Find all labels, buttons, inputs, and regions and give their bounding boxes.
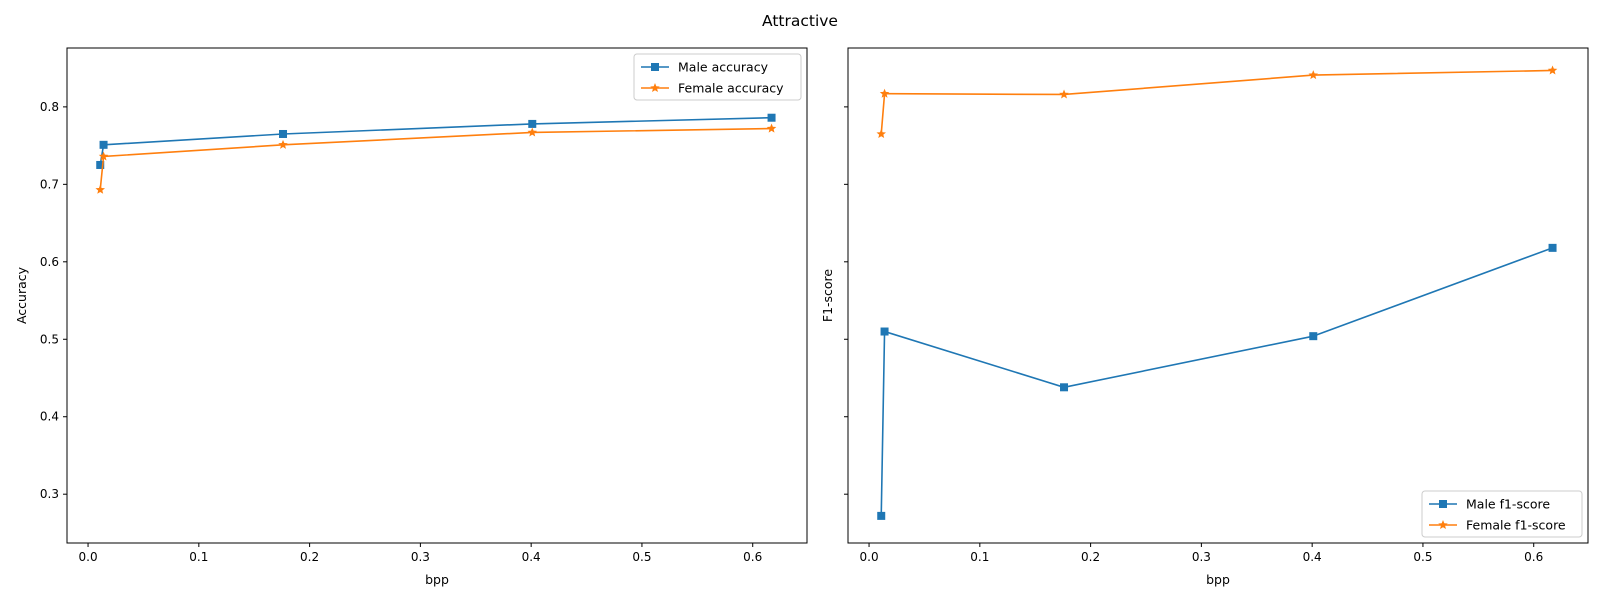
x-tick-label: 0.3: [1192, 550, 1211, 564]
data-point: [528, 119, 537, 128]
chart-panel-2: 0.0 0.1 0.2 0.3 0.4 0.5 0.6 bpp F1-score Male f1-…: [820, 47, 1589, 587]
x-tick-label: 0.0: [79, 550, 98, 564]
data-point: [767, 113, 776, 122]
series-line-2: [880, 69, 1553, 135]
y-tick-label: 0.6: [40, 255, 59, 269]
data-point: [1548, 243, 1557, 252]
x-tick-label: 0.1: [970, 550, 989, 564]
data-point: [766, 123, 777, 133]
data-point: [99, 140, 108, 149]
legend-marker-2: [1438, 520, 1448, 530]
plot-area-frame: [847, 47, 1589, 544]
data-point: [1059, 89, 1069, 99]
series-line-2: [99, 127, 772, 190]
data-point: [95, 184, 105, 194]
data-point: [876, 128, 886, 139]
data-point: [1308, 70, 1319, 80]
y-tick-label: 0.5: [40, 332, 59, 346]
data-point: [879, 88, 890, 98]
chart-panel-1: 0.0 0.1 0.2 0.3 0.4 0.5 0.6 0.3 0.4 0.5 0.6 0.7 0.8 b…: [14, 47, 808, 587]
legend-label-2: Female accuracy: [678, 81, 784, 96]
x-tick-label: 0.1: [189, 550, 208, 564]
legend-label-2: Female f1-score: [1466, 518, 1566, 533]
data-point: [1309, 332, 1318, 341]
x-axis-label: bpp: [1206, 572, 1230, 587]
x-tick-label: 0.0: [860, 550, 879, 564]
data-point: [98, 151, 109, 161]
y-tick-label: 0.7: [40, 177, 59, 191]
data-point: [527, 127, 538, 137]
y-tick-label: 0.8: [40, 100, 59, 114]
y-tick-label: 0.3: [40, 487, 59, 501]
legend-label-1: Male f1-score: [1466, 497, 1550, 512]
x-tick-label: 0.6: [1524, 550, 1543, 564]
y-tick-label: 0.4: [40, 410, 59, 424]
y-axis-label: Accuracy: [14, 266, 29, 324]
legend-marker-2: [650, 83, 660, 93]
data-point: [877, 511, 886, 520]
x-tick-label: 0.2: [300, 550, 319, 564]
plot-area-frame: [66, 47, 808, 544]
chart-panels: 0.0 0.1 0.2 0.3 0.4 0.5 0.6 0.3 0.4 0.5 0.6 0.7 0.8 b…: [14, 47, 1589, 587]
x-tick-label: 0.3: [411, 550, 430, 564]
figure-title: Attractive: [762, 12, 838, 30]
series-line-1: [880, 247, 1553, 516]
series-line-1: [99, 116, 772, 166]
x-tick-label: 0.2: [1081, 550, 1100, 564]
x-tick-label: 0.4: [522, 550, 541, 564]
data-point: [1060, 383, 1069, 392]
legend-box: [1421, 490, 1583, 538]
data-point: [1547, 65, 1558, 75]
data-point: [279, 129, 288, 138]
legend: Male f1-score Female f1-score: [1421, 490, 1583, 538]
x-tick-label: 0.6: [743, 550, 762, 564]
legend-marker-1: [1439, 500, 1447, 508]
legend-marker-1: [651, 63, 659, 71]
legend-box: [633, 53, 802, 101]
x-tick-label: 0.5: [1413, 550, 1432, 564]
legend-label-1: Male accuracy: [678, 60, 769, 75]
data-point: [880, 327, 889, 336]
x-axis-label: bpp: [425, 572, 449, 587]
data-point: [96, 160, 105, 169]
x-tick-label: 0.4: [1303, 550, 1322, 564]
legend: Male accuracy Female accuracy: [633, 53, 802, 101]
data-point: [278, 139, 288, 149]
x-tick-label: 0.5: [632, 550, 651, 564]
y-axis-label: F1-score: [820, 269, 835, 323]
